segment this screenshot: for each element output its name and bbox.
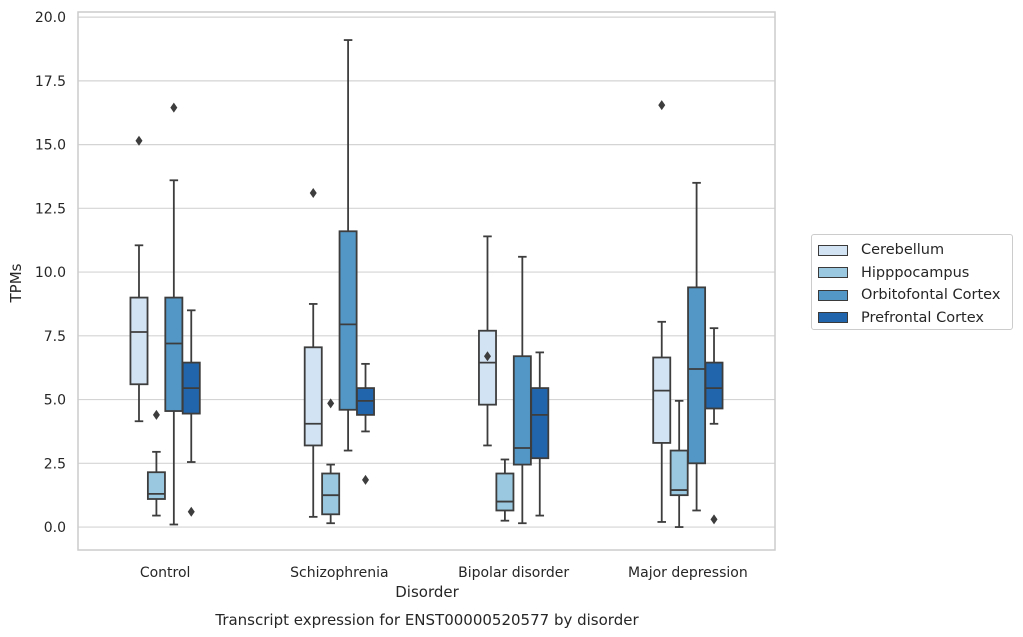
- y-tick-label: 12.5: [35, 201, 66, 217]
- box-iqr: [495, 472, 515, 512]
- outlier-point: [309, 188, 317, 199]
- y-tick-label: 10.0: [35, 265, 66, 281]
- x-tick-label: Major depression: [628, 565, 748, 581]
- box-iqr: [303, 346, 323, 447]
- legend-swatch: [818, 244, 848, 256]
- legend-item: Orbitofontal Cortex: [818, 284, 1012, 307]
- box-cerebellum: [478, 235, 497, 447]
- y-axis-label: TPMs: [7, 263, 25, 303]
- box-iqr: [164, 296, 184, 412]
- box-cerebellum: [303, 188, 323, 518]
- y-tick-label: 7.5: [44, 329, 66, 345]
- legend-label: Orbitofontal Cortex: [861, 287, 1001, 304]
- box-iqr: [321, 472, 341, 516]
- outlier-point: [327, 398, 335, 409]
- box-iqr: [530, 387, 550, 460]
- box-iqr: [129, 296, 149, 386]
- outlier-point: [187, 506, 195, 517]
- box-iqr: [652, 356, 672, 444]
- x-tick-label: Bipolar disorder: [458, 565, 569, 581]
- outlier-point: [658, 100, 666, 111]
- box-iqr: [146, 471, 166, 500]
- boxes-layer: [129, 39, 724, 528]
- legend-swatch: [818, 289, 848, 301]
- box-orbitofontal-cortex: [687, 181, 707, 512]
- box-iqr: [338, 230, 358, 411]
- x-tick-label: Control: [140, 565, 191, 581]
- box-hipppocampus: [495, 458, 515, 522]
- box-prefrontal-cortex: [356, 362, 375, 485]
- box-hipppocampus: [669, 399, 689, 528]
- y-tick-label: 17.5: [35, 74, 66, 90]
- y-tick-label: 15.0: [35, 138, 66, 154]
- box-cerebellum: [129, 135, 149, 423]
- box-iqr: [669, 449, 689, 497]
- legend-label: Cerebellum: [861, 242, 945, 259]
- box-orbitofontal-cortex: [164, 102, 184, 526]
- box-orbitofontal-cortex: [512, 255, 532, 525]
- x-axis-label: Disorder: [395, 583, 459, 601]
- y-tick-label: 20.0: [35, 10, 66, 26]
- y-tick-label: 5.0: [44, 393, 66, 409]
- outlier-point: [483, 351, 491, 362]
- legend-label: Hipppocampus: [861, 264, 970, 281]
- plot-area-frame: [77, 11, 776, 551]
- box-orbitofontal-cortex: [338, 39, 358, 452]
- box-prefrontal-cortex: [181, 309, 201, 517]
- box-hipppocampus: [146, 409, 166, 517]
- box-prefrontal-cortex: [530, 351, 550, 517]
- legend-label: Prefrontal Cortex: [861, 309, 984, 326]
- y-tick-label: 2.5: [44, 456, 66, 472]
- box-iqr: [478, 329, 497, 406]
- box-iqr: [687, 286, 707, 465]
- outlier-point: [152, 409, 160, 420]
- axis-ticks: 0.0 2.5 5.0 7.5 10.0 12.5 15.0 17.5 20.0 Control S…: [35, 10, 748, 581]
- legend-swatch: [818, 312, 848, 324]
- outlier-point: [170, 102, 178, 113]
- box-cerebellum: [652, 100, 672, 523]
- box-prefrontal-cortex: [704, 327, 724, 525]
- box-iqr: [704, 361, 724, 410]
- legend-item: Hipppocampus: [818, 262, 1012, 285]
- outlier-point: [362, 474, 370, 485]
- legend-item: Prefrontal Cortex: [818, 307, 1012, 330]
- outlier-point: [135, 135, 143, 146]
- box-hipppocampus: [321, 398, 341, 525]
- outlier-point: [710, 514, 718, 525]
- legend-item: Cerebellum: [818, 239, 1012, 262]
- legend: Cerebellum Hipppocampus Orbitofontal Corte…: [811, 234, 1013, 330]
- x-tick-label: Schizophrenia: [290, 565, 388, 581]
- y-tick-label: 0.0: [44, 520, 66, 536]
- figure-caption: Transcript expression for ENST0000052057…: [214, 611, 639, 629]
- legend-swatch: [818, 267, 848, 279]
